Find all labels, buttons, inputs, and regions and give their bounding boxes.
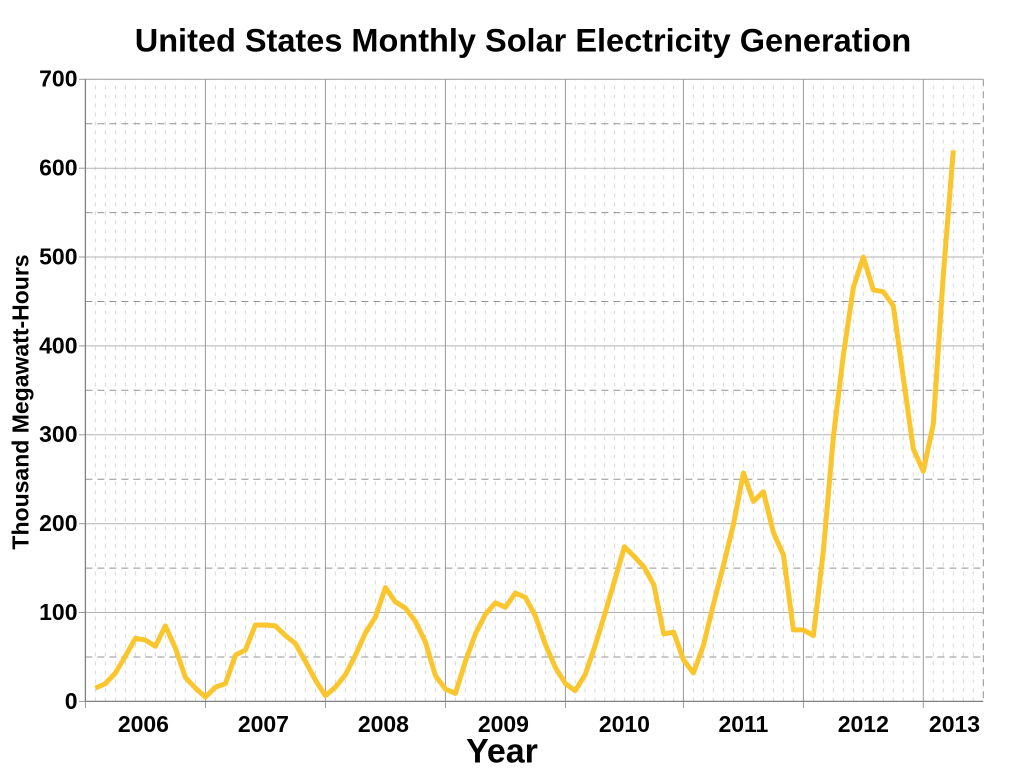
svg-text:2013: 2013	[929, 711, 980, 737]
svg-text:500: 500	[39, 243, 77, 269]
svg-text:0: 0	[65, 688, 78, 714]
svg-text:2006: 2006	[118, 711, 169, 737]
svg-text:2009: 2009	[478, 711, 529, 737]
svg-text:2008: 2008	[358, 711, 409, 737]
svg-text:2007: 2007	[238, 711, 289, 737]
svg-text:600: 600	[39, 155, 77, 181]
svg-text:100: 100	[39, 599, 77, 625]
svg-text:2011: 2011	[718, 711, 768, 737]
svg-text:400: 400	[39, 332, 77, 358]
svg-text:Year: Year	[466, 733, 538, 768]
svg-text:700: 700	[39, 66, 77, 92]
svg-text:2010: 2010	[599, 711, 650, 737]
svg-text:200: 200	[39, 510, 77, 536]
svg-text:United States Monthly Solar El: United States Monthly Solar Electricity …	[135, 23, 912, 59]
svg-text:2012: 2012	[838, 711, 889, 737]
svg-text:300: 300	[39, 421, 77, 447]
svg-text:Thousand Megawatt-Hours: Thousand Megawatt-Hours	[8, 254, 34, 549]
